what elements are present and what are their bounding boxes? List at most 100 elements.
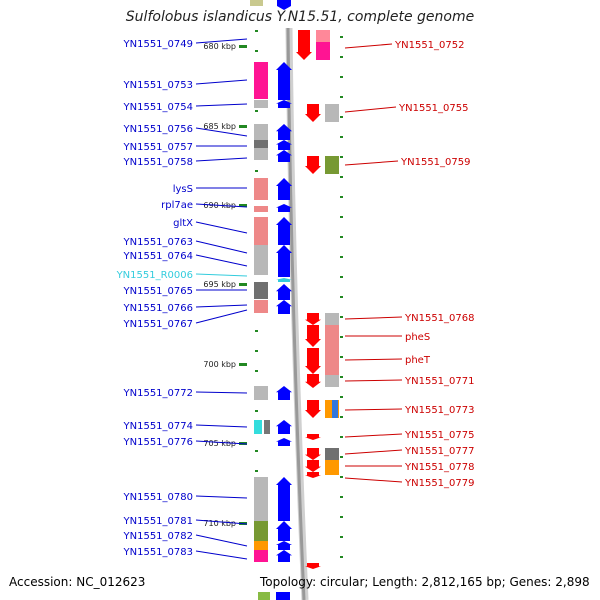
ruler-tick-right [340, 216, 343, 218]
ruler-tick-right [340, 516, 343, 518]
feature-block [254, 62, 268, 99]
left-gene-leader [195, 127, 248, 137]
left-gene-label: YN1551_0757 [123, 142, 194, 153]
feature-block [254, 217, 268, 245]
feature-block [316, 30, 330, 42]
ruler-tick-right [340, 196, 343, 198]
rna-arrow [276, 278, 292, 282]
ruler-tick-right [340, 536, 343, 538]
right-gene-leader [344, 449, 403, 455]
ruler-tick-right [340, 396, 343, 398]
forward-gene-arrow [276, 204, 292, 212]
feature-block [325, 156, 339, 174]
right-gene-label: pheT [405, 355, 431, 366]
forward-gene-arrow [276, 477, 292, 521]
ruler-tick-right [340, 416, 343, 418]
ruler-tick-right [340, 476, 343, 478]
feature-block [254, 245, 268, 275]
left-gene-label: YN1551_0754 [123, 102, 194, 113]
right-gene-leader [344, 106, 397, 113]
ruler-tick-right [340, 496, 343, 498]
forward-gene-arrow [276, 140, 292, 150]
bottom-fragment-arrow [276, 592, 290, 600]
ruler-tick-right [340, 376, 343, 378]
ruler-tick-right [340, 176, 343, 178]
feature-block [325, 313, 339, 325]
left-gene-leader [195, 203, 248, 208]
ruler-tick-right [340, 276, 343, 278]
ruler-major-tick [239, 283, 247, 286]
reverse-gene-arrow [305, 348, 321, 374]
forward-gene-arrow [276, 300, 292, 314]
bottom-fragment-block [258, 592, 270, 600]
forward-gene-arrow [276, 124, 292, 140]
left-gene-leader [195, 103, 248, 107]
right-gene-label: pheS [405, 332, 430, 343]
ruler-tick-left [255, 110, 258, 112]
left-gene-label: YN1551_0763 [123, 237, 194, 248]
left-gene-label: YN1551_0783 [123, 547, 194, 558]
left-gene-label: lysS [173, 184, 193, 195]
right-gene-label: YN1551_0755 [398, 103, 469, 114]
forward-gene-arrow [276, 100, 292, 108]
reverse-gene-arrow [305, 104, 321, 122]
left-gene-label: YN1551_R0006 [116, 270, 193, 281]
feature-block [254, 550, 268, 562]
reverse-gene-arrow [305, 313, 321, 325]
left-gene-leader [195, 304, 248, 308]
feature-block [254, 420, 262, 434]
left-gene-leader [195, 495, 248, 499]
left-gene-label: YN1551_0782 [123, 531, 194, 542]
forward-gene-arrow [276, 150, 292, 162]
left-gene-leader [195, 550, 248, 560]
right-gene-label: YN1551_0775 [404, 430, 475, 441]
ruler-tick-right [340, 96, 343, 98]
forward-gene-arrow [276, 521, 292, 541]
feature-block [254, 178, 268, 200]
forward-gene-arrow [276, 62, 292, 100]
right-gene-label: YN1551_0771 [404, 376, 475, 387]
ruler-label: 685 kbp [203, 122, 236, 131]
left-gene-leader [195, 79, 248, 85]
forward-gene-arrow [276, 420, 292, 434]
ruler-major-tick [239, 363, 247, 366]
feature-block [264, 420, 270, 434]
feature-block [254, 477, 268, 521]
ruler-tick-right [340, 296, 343, 298]
ruler-tick-left [255, 350, 258, 352]
feature-block [254, 282, 268, 299]
right-gene-label: YN1551_0777 [404, 446, 475, 457]
left-gene-label: YN1551_0781 [123, 516, 194, 527]
feature-block [254, 521, 268, 541]
feature-block [254, 140, 268, 148]
reverse-gene-arrow [296, 30, 312, 60]
feature-block [325, 325, 339, 375]
feature-block [325, 460, 339, 475]
strand-line-shadow [285, 27, 309, 600]
left-gene-label: YN1551_0776 [123, 437, 194, 448]
reverse-gene-arrow [305, 156, 321, 174]
right-gene-label: YN1551_0768 [404, 313, 475, 324]
ruler-label: 705 kbp [203, 439, 236, 448]
forward-gene-arrow [276, 284, 292, 300]
left-gene-leader [195, 440, 248, 445]
right-gene-leader [344, 379, 403, 382]
forward-gene-arrow [276, 178, 292, 200]
top-fragment-block [250, 0, 263, 6]
reverse-gene-arrow [305, 374, 321, 388]
ruler-tick-right [340, 116, 343, 118]
reverse-gene-arrow [305, 325, 321, 347]
left-gene-label: YN1551_0753 [123, 80, 194, 91]
left-gene-label: YN1551_0756 [123, 124, 194, 135]
reverse-gene-arrow [305, 448, 321, 460]
ruler-tick-right [340, 336, 343, 338]
ruler-tick-right [340, 256, 343, 258]
left-gene-leader [195, 309, 248, 324]
feature-block [316, 42, 330, 60]
left-gene-leader [195, 391, 248, 394]
left-gene-leader [195, 157, 248, 162]
ruler-tick-right [340, 136, 343, 138]
feature-block [254, 206, 268, 212]
forward-gene-arrow [276, 438, 292, 446]
